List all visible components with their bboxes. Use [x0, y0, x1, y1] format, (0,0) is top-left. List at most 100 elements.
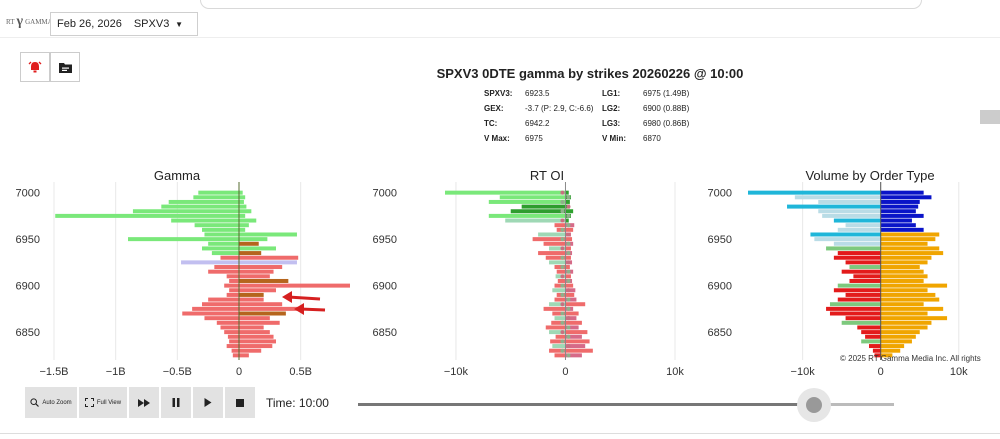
bar-negative [550, 339, 566, 344]
y-tick-label: 7000 [708, 188, 732, 200]
bar-negative [181, 260, 239, 265]
bar-negative [211, 251, 239, 256]
bar-negative [216, 320, 239, 325]
bar-positive [239, 241, 259, 246]
bar-positive [565, 320, 582, 325]
oi-marker [560, 218, 565, 223]
oi-marker [566, 260, 571, 265]
bar-negative [545, 325, 566, 330]
bar-negative [204, 316, 239, 321]
bar-negative [208, 241, 239, 246]
bar-negative [161, 204, 239, 209]
stat-value: 6975 [525, 134, 543, 143]
y-tick-label: 7000 [373, 188, 397, 200]
bar-negative [551, 320, 566, 325]
oi-marker [566, 269, 571, 274]
bar-positive [565, 334, 582, 339]
oi-marker [560, 339, 565, 344]
bar-negative [510, 209, 566, 214]
bar-negative [810, 232, 881, 237]
fast-forward-button[interactable] [129, 387, 159, 418]
annotation-arrowhead [294, 303, 304, 315]
divider [0, 37, 1000, 38]
play-button[interactable] [193, 387, 223, 418]
bar-negative [837, 297, 881, 302]
bar-negative [814, 237, 881, 242]
bar-positive [880, 260, 928, 265]
annotation-arrowhead [282, 291, 292, 303]
oi-marker [560, 246, 565, 251]
bar-negative [853, 274, 881, 279]
bar-negative [826, 246, 881, 251]
bar-positive [239, 265, 283, 270]
time-slider-thumb[interactable] [805, 397, 822, 413]
bar-positive [239, 218, 257, 223]
bar-positive [239, 306, 301, 311]
bar-negative [545, 255, 566, 260]
bar-positive [880, 306, 944, 311]
bar-positive [565, 339, 590, 344]
x-tick-label: 10k [950, 366, 968, 378]
bar-positive [239, 325, 264, 330]
bar-positive [565, 283, 574, 288]
copyright-text: © 2025 RT Gamma Media Inc. All rights [840, 354, 981, 363]
oi-marker [560, 265, 565, 270]
oi-marker [560, 227, 565, 232]
bar-positive [239, 288, 276, 293]
oi-marker [566, 251, 571, 256]
bar-positive [239, 278, 289, 283]
bar-negative [192, 306, 239, 311]
oi-marker [560, 330, 565, 335]
auto-zoom-button[interactable]: Auto Zoom [25, 387, 77, 418]
y-tick-label: 6850 [373, 327, 397, 339]
bar-negative [229, 278, 239, 283]
x-tick-label: 0 [236, 366, 242, 378]
bar-positive [880, 311, 928, 316]
bar-positive [880, 199, 920, 204]
bar-negative [538, 232, 566, 237]
full-view-button[interactable]: Full View [79, 387, 127, 418]
bar-positive [880, 195, 932, 200]
y-tick-label: 6850 [16, 327, 40, 339]
fast-forward-icon [138, 398, 150, 407]
date-symbol-selector[interactable]: Feb 26, 2026 SPXV3 ▼ [50, 12, 198, 36]
oi-marker [560, 348, 565, 353]
address-bar-edge [200, 0, 922, 9]
bar-negative [220, 255, 239, 260]
bar-positive [565, 297, 577, 302]
stat-value: 6923.5 [525, 89, 550, 98]
bar-negative [168, 199, 239, 204]
stop-button[interactable] [225, 387, 255, 418]
x-tick-label: 10k [666, 366, 684, 378]
alert-button[interactable] [20, 52, 50, 82]
bar-negative [833, 255, 881, 260]
bar-positive [239, 199, 244, 204]
bar-negative [505, 218, 566, 223]
bar-negative [865, 334, 881, 339]
bar-negative [554, 316, 566, 321]
bar-positive [565, 227, 574, 232]
stat-value: 6980 (0.86B) [643, 119, 690, 128]
oi-marker [566, 288, 571, 293]
files-button[interactable] [50, 52, 80, 82]
bar-positive [880, 237, 936, 242]
bar-negative [554, 283, 566, 288]
bar-positive [880, 334, 916, 339]
bar-negative [552, 288, 566, 293]
pause-button[interactable] [161, 387, 191, 418]
bar-negative [193, 195, 239, 200]
bar-positive [239, 344, 273, 349]
stat-label: LG3: [602, 119, 621, 128]
side-panel-tab[interactable] [980, 110, 1000, 124]
x-tick-label: −0.5B [163, 366, 192, 378]
bar-positive [880, 302, 924, 307]
bar-positive [239, 213, 246, 218]
stat-value: 6942.2 [525, 119, 550, 128]
x-tick-label: −1.5B [39, 366, 68, 378]
bar-negative [829, 302, 881, 307]
bar-positive [565, 353, 582, 358]
bar-negative [549, 246, 566, 251]
bar-positive [565, 190, 569, 195]
logo-text: GAMMA [25, 18, 53, 26]
bar-negative [794, 195, 881, 200]
